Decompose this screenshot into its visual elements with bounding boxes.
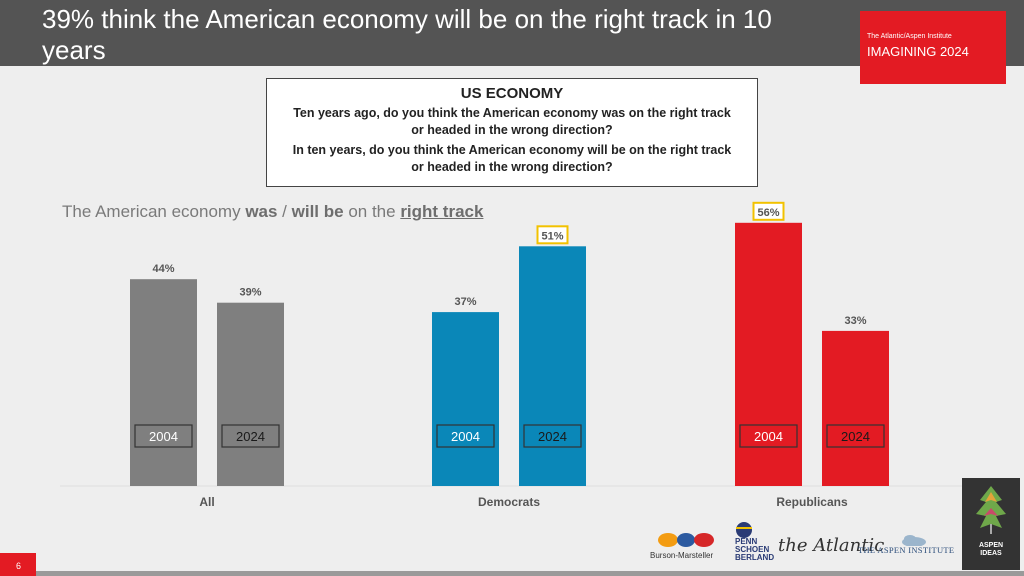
value-highlight-box: [536, 225, 569, 245]
slide-title: 39% think the American economy will be o…: [42, 4, 772, 65]
aspen-ideas-logo: ASPEN IDEAS: [962, 478, 1020, 570]
subtitle-was: was: [245, 202, 278, 221]
value-label-democrats-2004: 37%: [454, 296, 476, 308]
aspen-ideas-text: ASPEN IDEAS: [962, 542, 1020, 558]
burson-marsteller-logo: Burson-Marsteller: [650, 528, 726, 562]
psb-logo: PENN SCHOEN BERLAND: [732, 522, 778, 564]
subtitle-will-be: will be: [291, 202, 344, 221]
year-label-democrats-2004: 2004: [451, 429, 480, 444]
atlantic-logo: the Atlantic: [778, 535, 885, 556]
bar-republicans-2004: [735, 222, 802, 487]
subtitle-on-the: on the: [343, 202, 401, 221]
chart-subtitle: The American economy was / will be on th…: [62, 202, 483, 222]
category-label-democrats: Democrats: [478, 495, 540, 509]
psb-line-3: BERLAND: [735, 553, 775, 562]
burson-marsteller-mark-icon: [658, 533, 714, 547]
imagining-2024-badge: The Atlantic/Aspen Institute IMAGINING 2…: [860, 11, 1006, 84]
aspen-cloud-icon: [902, 535, 926, 547]
value-label-republicans-2004: 56%: [757, 207, 779, 219]
subtitle-sep: /: [277, 202, 292, 221]
psb-line-1: PENN: [735, 537, 758, 546]
psb-text: PENN SCHOEN BERLAND: [735, 538, 774, 562]
footer-line: [0, 571, 1024, 576]
year-box-all-2004: [134, 424, 193, 448]
year-box-republicans-2004: [739, 424, 798, 448]
value-label-republicans-2024: 33%: [844, 315, 866, 327]
question-2: In ten years, do you think the American …: [292, 143, 732, 174]
bar-republicans-2024: [822, 330, 889, 486]
year-label-republicans-2004: 2004: [754, 429, 783, 444]
value-label-democrats-2024: 51%: [541, 230, 563, 242]
value-label-all-2004: 44%: [152, 263, 174, 275]
aspen-ideas-leaf-icon: [976, 486, 1006, 534]
year-label-democrats-2024: 2024: [538, 429, 567, 444]
psb-globe-icon: [736, 522, 752, 538]
subtitle-text-1: The American economy: [62, 202, 246, 221]
brand-title: IMAGINING 2024: [867, 44, 969, 59]
bar-all-2004: [130, 279, 197, 486]
year-box-democrats-2004: [436, 424, 495, 448]
aspen-institute-logo: THE ASPEN INSTITUTE: [858, 533, 958, 557]
subtitle-right-track: right track: [400, 202, 484, 221]
question-box-title: US ECONOMY: [460, 85, 564, 102]
year-label-all-2024: 2024: [236, 429, 265, 444]
page-number: 6: [0, 553, 36, 576]
category-label-republicans: Republicans: [776, 495, 848, 509]
bar-democrats-2024: [519, 246, 586, 486]
value-label-all-2024: 39%: [239, 287, 261, 299]
aspen-ideas-line-1: ASPEN: [978, 542, 1004, 549]
header-bar: 39% think the American economy will be o…: [0, 0, 1024, 66]
year-box-all-2024: [221, 424, 280, 448]
psb-line-2: SCHOEN: [735, 545, 770, 554]
bar-democrats-2004: [432, 312, 499, 486]
category-label-all: All: [199, 495, 214, 509]
brand-small-text: The Atlantic/Aspen Institute: [867, 33, 952, 40]
bar-all-2024: [217, 302, 284, 486]
year-label-all-2004: 2004: [149, 429, 178, 444]
question-box: US ECONOMY Ten years ago, do you think t…: [266, 78, 758, 187]
burson-marsteller-text: Burson-Marsteller: [650, 551, 714, 560]
aspen-institute-text: THE ASPEN INSTITUTE: [858, 545, 955, 555]
value-highlight-box: [752, 201, 785, 221]
aspen-ideas-line-2: IDEAS: [980, 550, 1002, 557]
year-label-republicans-2024: 2024: [841, 429, 870, 444]
question-1: Ten years ago, do you think the American…: [293, 106, 731, 137]
year-box-democrats-2024: [523, 424, 582, 448]
year-box-republicans-2024: [826, 424, 885, 448]
